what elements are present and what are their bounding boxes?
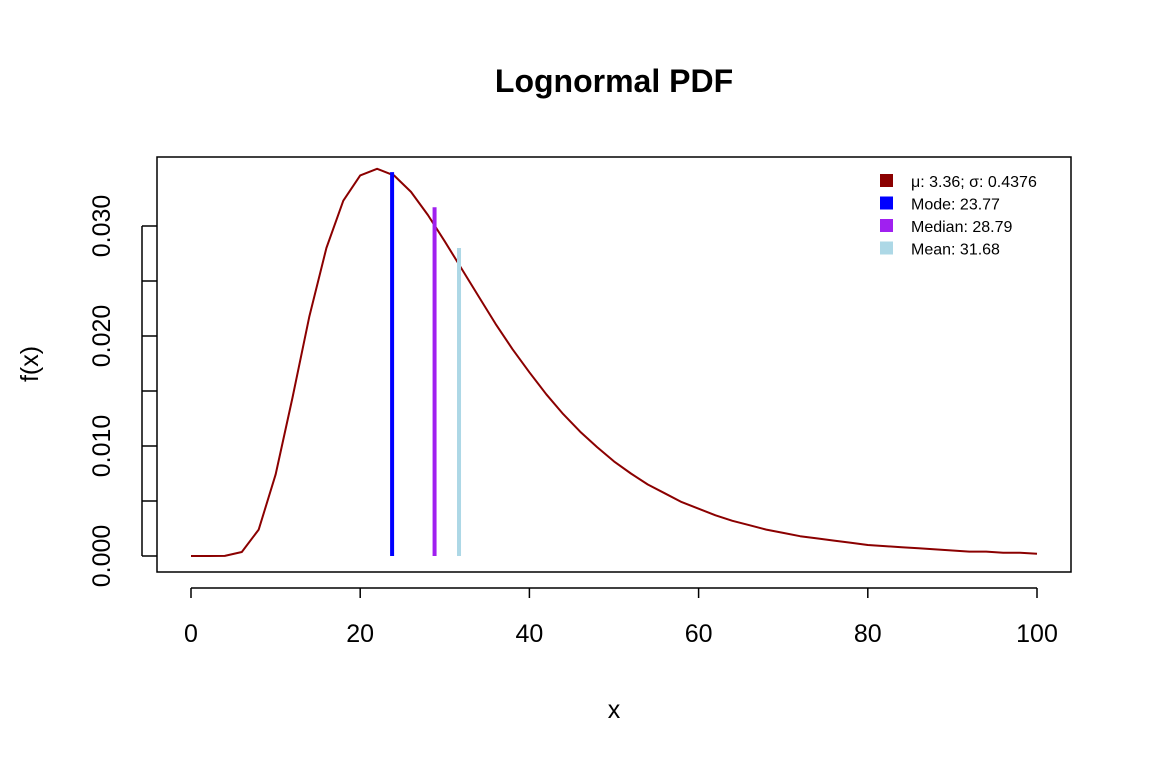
y-axis: 0.000 0.010 0.020 0.030: [88, 195, 157, 588]
y-tick-label: 0.020: [88, 305, 116, 368]
x-tick-label: 80: [854, 620, 882, 648]
x-tick-label: 20: [346, 620, 374, 648]
x-tick-label: 0: [184, 620, 198, 648]
legend: μ: 3.36; σ: 0.4376 Mode: 23.77 Median: 28.…: [880, 174, 1037, 259]
y-tick-label: 0.010: [88, 415, 116, 478]
chart-title: Lognormal PDF: [495, 63, 733, 99]
legend-entry-label: Mode: 23.77: [911, 197, 1000, 214]
x-tick-label: 40: [515, 620, 543, 648]
plot-area: [191, 167, 1038, 557]
y-axis-label: f(x): [16, 346, 44, 382]
y-tick-label: 0.000: [88, 525, 116, 588]
x-tick-label: 100: [1016, 620, 1058, 648]
plot-frame: [156, 156, 1072, 573]
y-tick-label: 0.030: [88, 195, 116, 258]
legend-swatch: [880, 241, 893, 255]
legend-swatch: [880, 196, 893, 210]
legend-entry-label: Mean: 31.68: [911, 242, 1000, 259]
x-axis-label: x: [608, 696, 621, 724]
legend-entry-label: μ: 3.36; σ: 0.4376: [911, 174, 1037, 191]
legend-swatch: [880, 174, 893, 187]
x-tick-label: 60: [685, 620, 713, 648]
legend-entry-label: Median: 28.79: [911, 219, 1013, 236]
density-curve: [191, 167, 1038, 557]
x-axis: 0 20 40 60 80 100: [184, 587, 1058, 648]
legend-swatch: [880, 219, 893, 232]
